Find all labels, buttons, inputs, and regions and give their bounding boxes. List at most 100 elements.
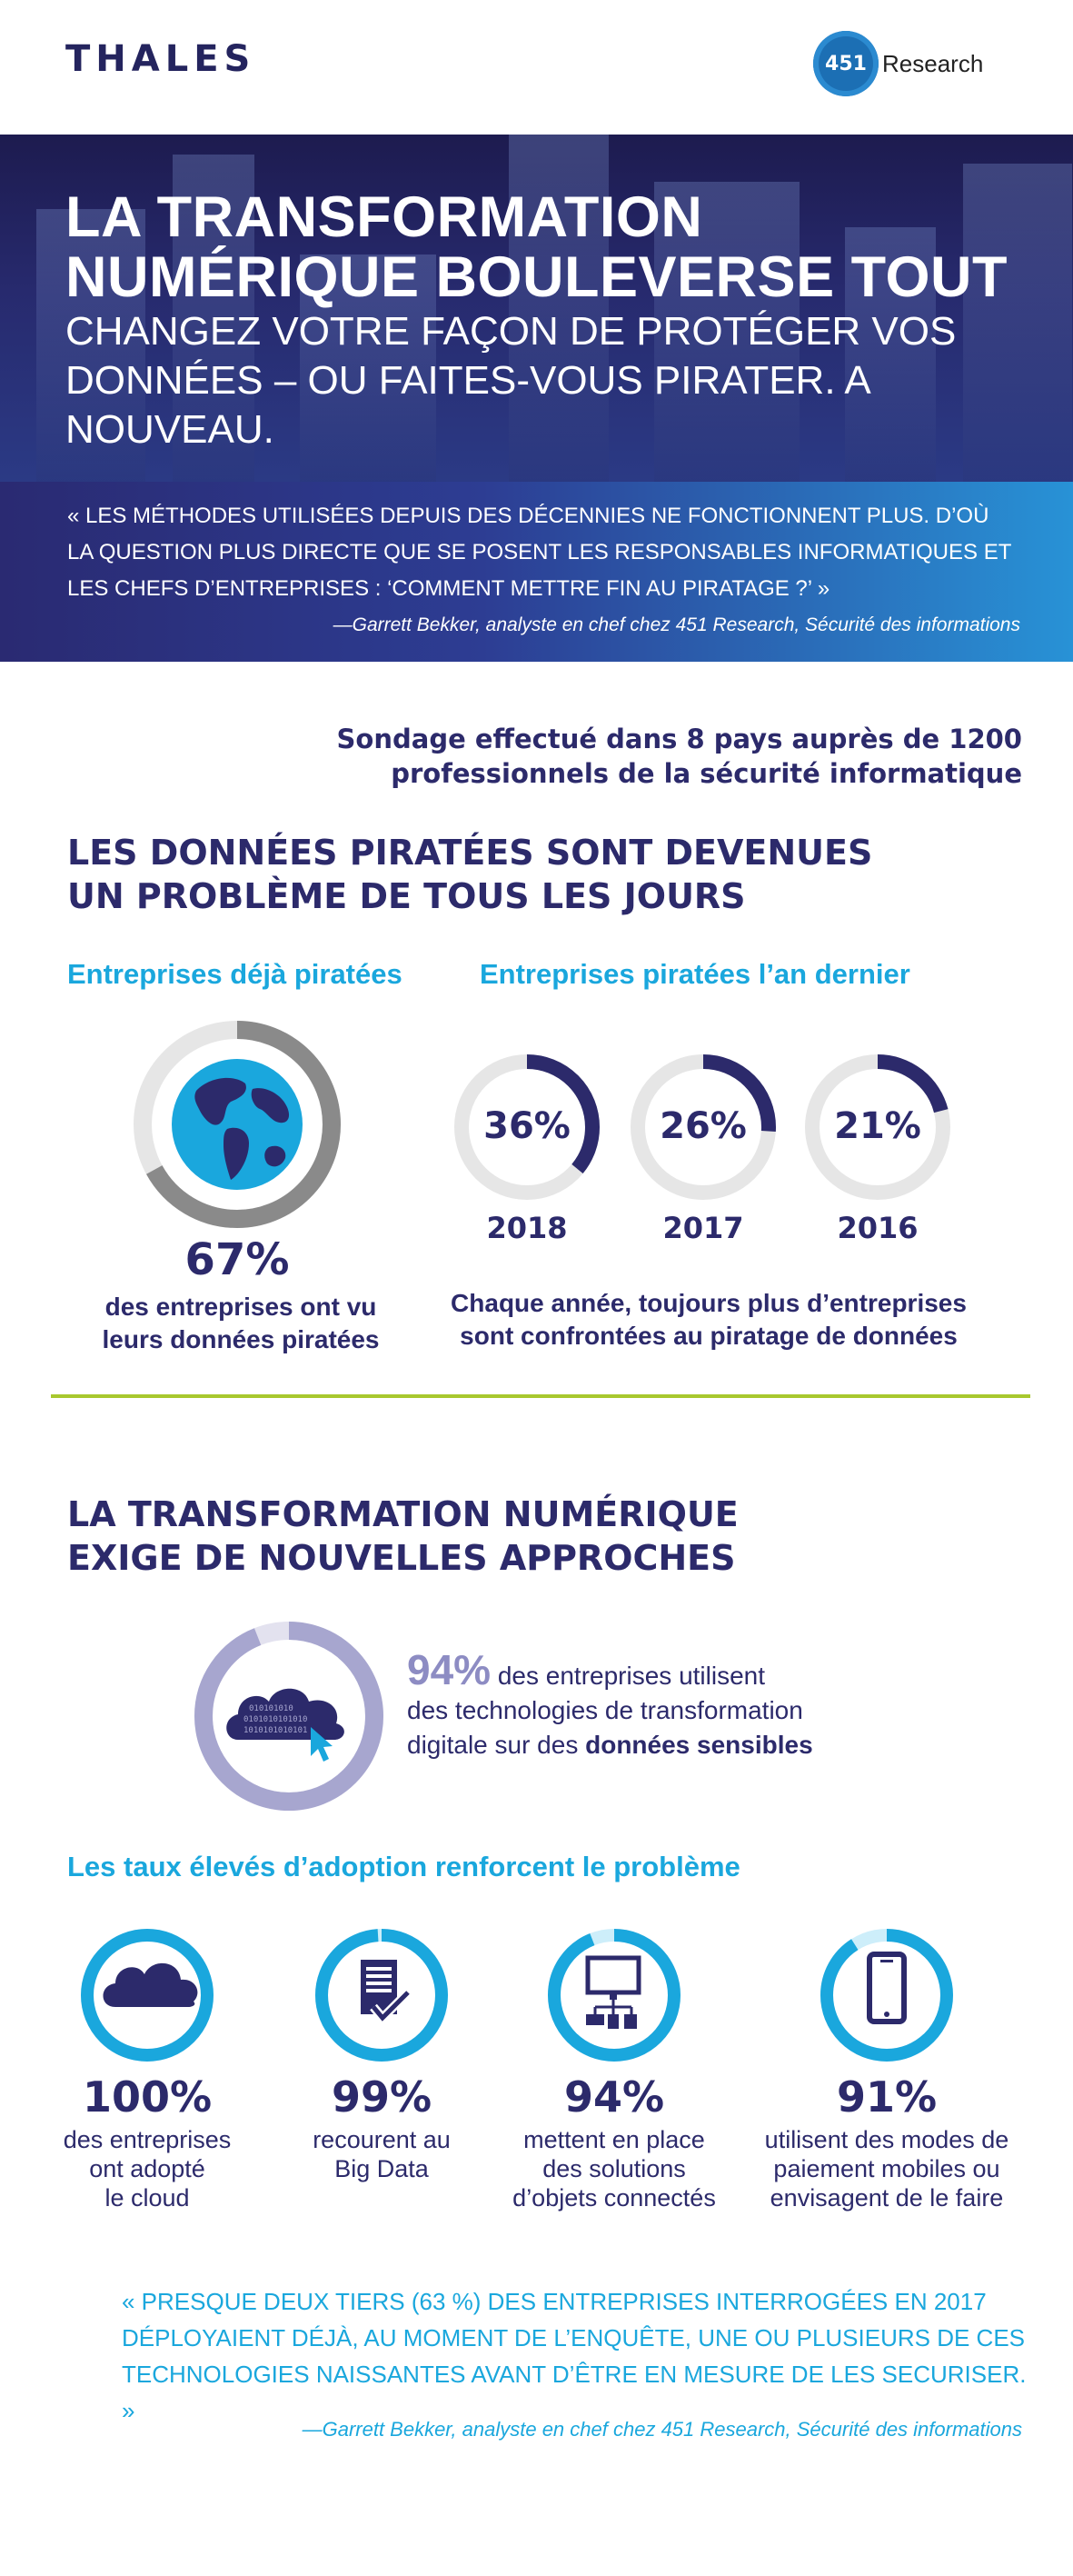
adoption-ring-arc [315,1929,448,2062]
cursor-icon [311,1727,333,1762]
year-ring-value: 26% [660,1105,747,1147]
adoption-caption: utilisent des modes de paiement mobiles o… [750,2125,1023,2212]
thales-logo: THALES [65,38,256,80]
svg-text:1010101010101: 1010101010101 [243,1726,307,1735]
quote-text: « LES MÉTHODES UTILISÉES DEPUIS DES DÉCE… [67,498,1021,607]
digital-stat-text-part: digitale sur des [407,1731,586,1759]
survey-line: professionnels de la sécurité informatiq… [391,758,1022,789]
hero-title-line1: LA TRANSFORMATION [65,185,703,249]
quote-line: DÉPLOYAIENT DÉJÀ, AU MOMENT DE L’ENQUÊTE… [122,2324,1026,2351]
survey-line: Sondage effectué dans 8 pays auprès de 1… [336,724,1022,754]
caption-line: des entreprises ont vu [104,1293,377,1321]
digital-stat-text-part: des technologies de transformation [407,1696,803,1724]
adoption-caption-line: des entreprises [63,2126,232,2153]
year-ring-2018: 36% [452,1053,601,1205]
cloud-icon [103,1962,198,2007]
digital-ring-arc [194,1622,383,1811]
year-label: 2018 [486,1211,568,1245]
adoption-caption-line: paiement mobiles ou [773,2155,1000,2182]
adoption-caption-line: des solutions [542,2155,686,2182]
hero-subtitle-line2: DONNÉES – OU FAITES-VOUS PIRATER. A NOUV… [65,358,869,452]
adoption-ring-chart [81,1929,214,2062]
caption-line: sont confrontées au piratage de données [460,1322,958,1350]
year-ring-value: 36% [483,1105,571,1147]
left-stat-value: 67% [184,1234,290,1285]
caption-line: Chaque année, toujours plus d’entreprise… [451,1289,967,1317]
adoption-ring-arc [548,1929,681,2062]
year-ring-value: 21% [834,1105,921,1147]
smartphone-icon [867,1952,907,2024]
globe-icon [172,1059,303,1190]
globe-ring-arc [134,1021,341,1228]
year-ring-chart [631,1054,776,1200]
research-logo-word: Research [882,49,984,77]
adoption-caption: recourent au Big Data [245,2125,518,2183]
adoption-ring-chart [548,1929,681,2062]
adoption-caption-line: Big Data [334,2155,429,2182]
left-stat-caption: des entreprises ont vu leurs données pir… [64,1291,418,1356]
survey-note: Sondage effectué dans 8 pays auprès de 1… [295,722,1022,791]
adoption-value: 94% [563,2072,665,2122]
adoption-caption-line: recourent au [313,2126,451,2153]
hero-title-line2: NUMÉRIQUE BOULEVERSE TOUT [65,245,1008,309]
adoption-ring-chart [315,1929,448,2062]
adoption-caption-line: d’objets connectés [512,2184,716,2212]
document-check-icon [361,1960,412,2025]
svg-text:010101010: 010101010 [249,1704,293,1713]
svg-text:0101010101010: 0101010101010 [243,1715,307,1724]
hero-subtitle: CHANGEZ VOTRE FAÇON DE PROTÉGER VOS DONN… [65,307,1056,454]
research-logo: 451 Research [813,31,983,96]
quote-line: « LES MÉTHODES UTILISÉES DEPUIS DES DÉCE… [67,504,989,528]
connected-devices-icon [585,1955,641,2029]
quote2-text: « PRESQUE DEUX TIERS (63 %) DES ENTREPRI… [122,2283,1030,2429]
globe-ring-chart [134,1021,341,1228]
quote-author: —Garrett Bekker, analyste en chef chez 4… [333,614,1020,635]
adoption-value: 91% [836,2072,938,2122]
hero-subtitle-line1: CHANGEZ VOTRE FAÇON DE PROTÉGER VOS [65,309,957,354]
research-logo-badge: 451 [813,31,879,96]
quote-line: LES CHEFS D’ENTREPRISES : ‘COMMENT METTR… [67,576,830,601]
year-label: 2017 [662,1211,744,1245]
year-label: 2016 [837,1211,919,1245]
year-ring-arc [631,1054,776,1200]
section2-title-line: LA TRANSFORMATION NUMÉRIQUE [67,1494,739,1534]
left-subtitle: Entreprises déjà piratées [67,958,402,990]
adoption-caption-line: le cloud [104,2184,190,2212]
digital-stat-bold: données sensibles [585,1731,813,1759]
quote-line: « PRESQUE DEUX TIERS (63 %) DES ENTREPRI… [122,2288,987,2315]
adoption-subtitle: Les taux élevés d’adoption renforcent le… [67,1851,740,1882]
section1-title: LES DONNÉES PIRATÉES SONT DEVENUES UN PR… [67,831,976,918]
adoption-caption-line: mettent en place [523,2126,705,2153]
section-divider [51,1394,1030,1398]
year-ring-chart [805,1054,950,1200]
section1-title-line: UN PROBLÈME DE TOUS LES JOURS [67,876,746,916]
digital-stat-text: 94% des entreprises utilisent des techno… [407,1649,989,1762]
header: THALES 451 Research [0,0,1073,135]
year-ring-2017: 26% [629,1053,778,1205]
quote2-author: —Garrett Bekker, analyste en chef chez 4… [302,2418,1022,2441]
hero-banner: LA TRANSFORMATION NUMÉRIQUE BOULEVERSE T… [0,135,1073,482]
caption-line: leurs données piratées [102,1325,380,1353]
digital-stat-text-part: des entreprises utilisent [491,1662,766,1690]
section1-title-line: LES DONNÉES PIRATÉES SONT DEVENUES [67,833,873,873]
quote-banner: « LES MÉTHODES UTILISÉES DEPUIS DES DÉCE… [0,482,1073,662]
digital-ring-chart: 010101010 0101010101010 1010101010101 [194,1622,383,1811]
section2-title: LA TRANSFORMATION NUMÉRIQUE EXIGE DE NOU… [67,1493,976,1580]
adoption-ring-arc [81,1929,214,2062]
adoption-value: 100% [82,2072,213,2122]
hero-title: LA TRANSFORMATION NUMÉRIQUE BOULEVERSE T… [65,187,1047,307]
adoption-ring-chart [820,1929,953,2062]
digital-stat-value: 94% [407,1646,492,1693]
adoption-caption: mettent en place des solutions d’objets co… [478,2125,750,2212]
adoption-caption-line: envisagent de le faire [770,2184,1004,2212]
section2-title-line: EXIGE DE NOUVELLES APPROCHES [67,1538,736,1578]
binary-cloud-icon: 010101010 0101010101010 1010101010101 [226,1688,344,1762]
adoption-value: 99% [331,2072,432,2122]
quote-line: TECHNOLOGIES NAISSANTES AVANT D’ÊTRE EN … [122,2361,1027,2424]
right-caption: Chaque année, toujours plus d’entreprise… [427,1287,990,1353]
adoption-caption: des entreprises ont adopté le cloud [11,2125,283,2212]
adoption-caption-line: ont adopté [89,2155,205,2182]
year-ring-chart [454,1054,600,1200]
year-ring-2016: 21% [803,1053,952,1205]
quote-line: LA QUESTION PLUS DIRECTE QUE SE POSENT L… [67,540,1012,564]
